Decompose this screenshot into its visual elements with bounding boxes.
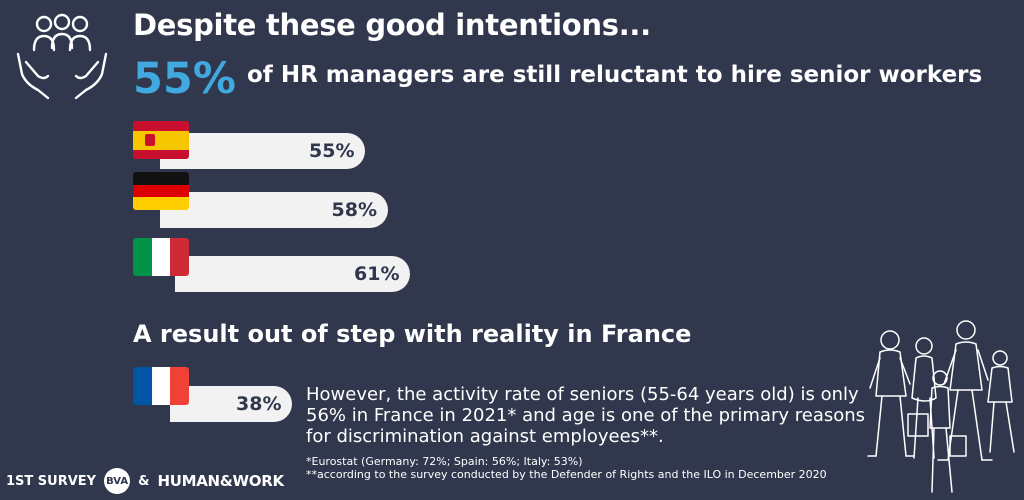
bar-label-spain: 55% bbox=[309, 140, 355, 162]
survey-label: 1ST SURVEY bbox=[6, 473, 97, 489]
france-flag-icon bbox=[133, 367, 189, 405]
people-hands-icon bbox=[16, 13, 108, 100]
walking-people-illustration bbox=[867, 320, 1015, 493]
page-title: Despite these good intentions... bbox=[133, 8, 651, 42]
bar-label-germany: 58% bbox=[331, 199, 377, 221]
bar-france bbox=[170, 386, 292, 422]
france-note: However, the activity rate of seniors (5… bbox=[306, 384, 866, 447]
bar-label-italy: 61% bbox=[354, 263, 400, 285]
footnotes: *Eurostat (Germany: 72%; Spain: 56%; Ita… bbox=[306, 455, 827, 481]
footnote-survey: **according to the survey conducted by t… bbox=[306, 468, 827, 481]
headline-text: of HR managers are still reluctant to hi… bbox=[247, 62, 983, 88]
spain-flag-icon bbox=[133, 121, 189, 159]
footer-logos: 1ST SURVEY BVA & HUMAN&WORK bbox=[6, 468, 284, 494]
bar-germany bbox=[160, 192, 388, 228]
italy-flag-icon bbox=[133, 238, 189, 276]
headline-value: 55% bbox=[133, 54, 236, 104]
bva-logo: BVA bbox=[104, 468, 131, 494]
country-bar-chart: 55% 58% 61% bbox=[133, 121, 410, 292]
bar-spain bbox=[160, 133, 365, 169]
bar-italy bbox=[175, 256, 410, 292]
bar-label-france: 38% bbox=[236, 393, 282, 415]
footnote-eurostat: *Eurostat (Germany: 72%; Spain: 56%; Ita… bbox=[306, 455, 583, 468]
ampersand: & bbox=[138, 473, 150, 489]
section-title: A result out of step with reality in Fra… bbox=[133, 320, 692, 348]
human-work-logo: HUMAN&WORK bbox=[157, 472, 284, 490]
germany-flag-icon bbox=[133, 172, 189, 210]
